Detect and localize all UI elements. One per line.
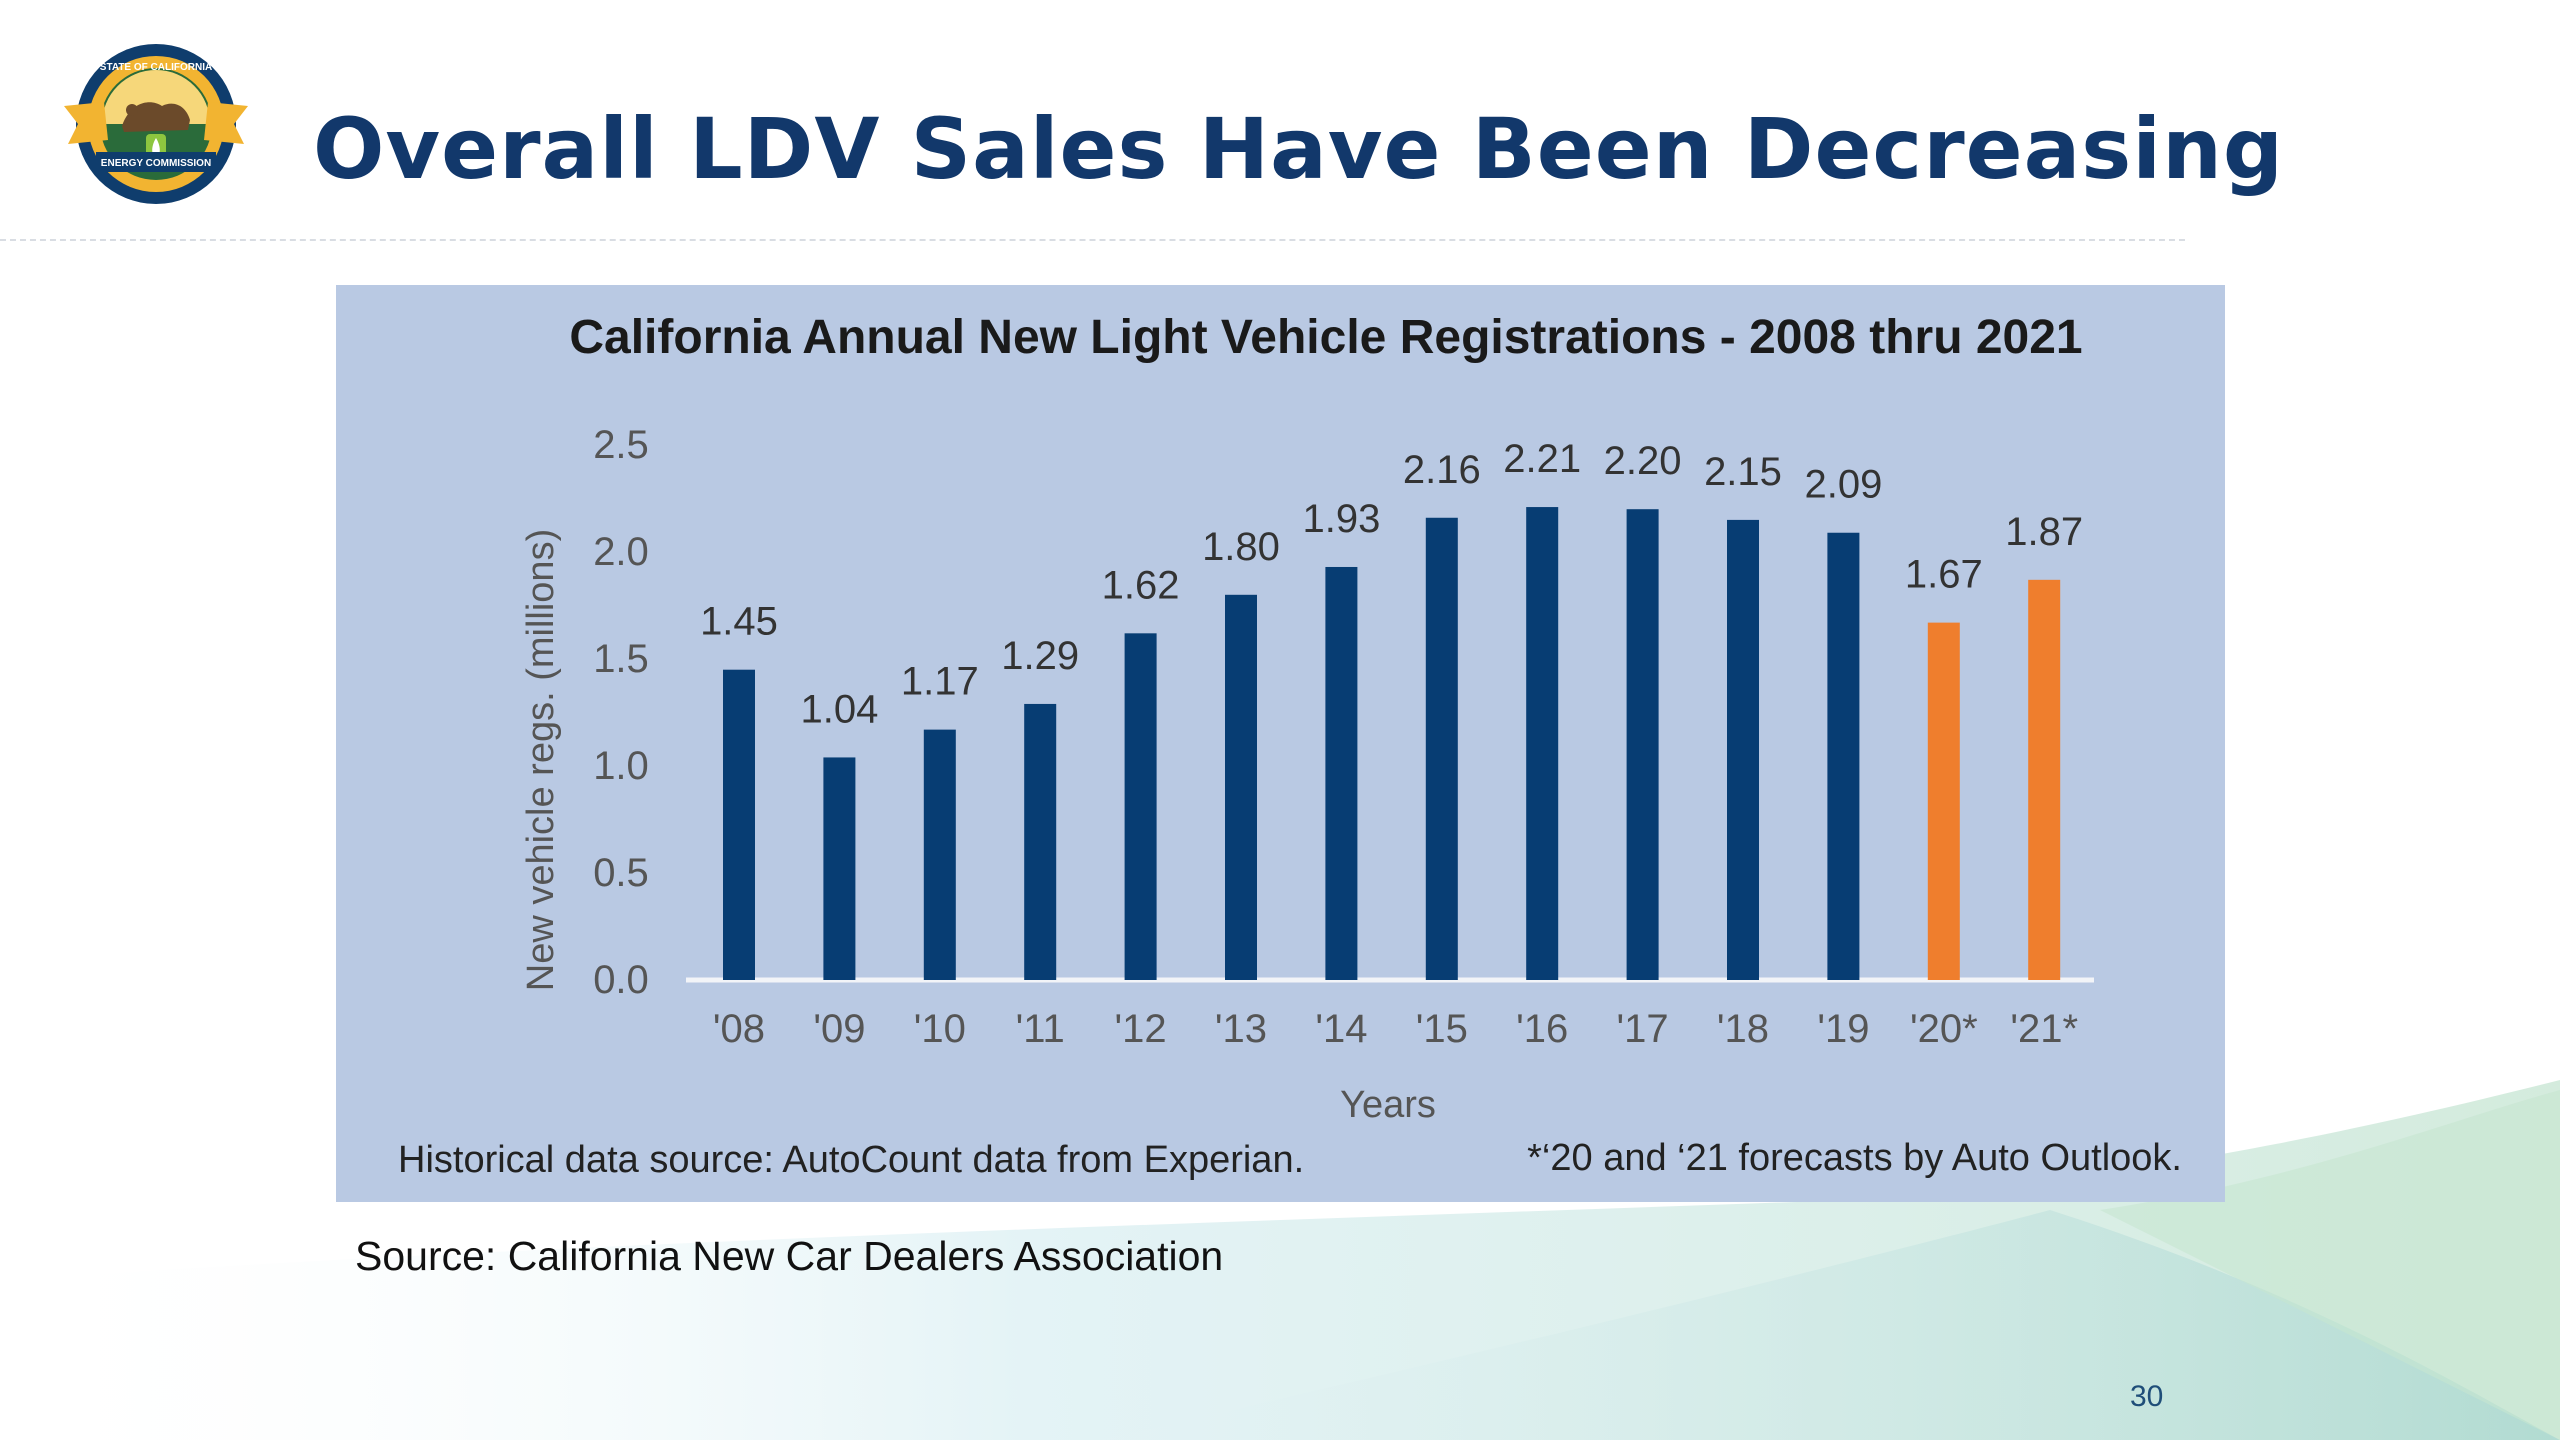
y-tick-label: 0.0 [593,958,649,1002]
seal-top-text: STATE OF CALIFORNIA [100,62,212,73]
x-tick-label: '12 [1115,1007,1167,1051]
bar-chart: California Annual New Light Vehicle Regi… [398,311,2182,1181]
bar-value-label: 1.45 [700,600,778,644]
bar-value-label: 1.17 [901,660,979,704]
y-tick-label: 0.5 [593,851,649,895]
x-tick-label: '14 [1315,1007,1367,1051]
slide-title: Overall LDV Sales Have Been Decreasing [313,100,2285,198]
chart-title: California Annual New Light Vehicle Regi… [569,311,2082,364]
bars [723,507,2061,980]
value-labels: 1.45 1.04 1.17 1.29 1.62 1.80 1.93 2.16 2.21 2.20… [700,437,2083,731]
bar-value-label: 1.62 [1102,563,1180,607]
bar-value-label: 1.93 [1302,497,1380,541]
x-tick-label: '09 [813,1007,865,1051]
background-wave [1100,1210,2560,1440]
bar-value-label: 1.29 [1001,634,1079,678]
bar [1325,566,1358,980]
y-tick-label: 2.0 [593,530,649,574]
title-divider [0,239,2185,241]
energy-commission-logo: STATE OF CALIFORNIA ENERGY COMMISSION [64,44,248,204]
x-tick-label: '17 [1617,1007,1669,1051]
bar [923,729,956,980]
x-tick-label: '13 [1215,1007,1267,1051]
bar [1626,509,1659,980]
bar-value-label: 1.80 [1202,525,1280,569]
bar [823,757,856,980]
california-energy-commission-seal-icon [64,44,248,204]
bar [1024,703,1057,980]
bar [1425,517,1458,980]
y-tick-label: 1.0 [593,744,649,788]
bar-value-label: 1.04 [800,687,878,731]
x-tick-label: '16 [1516,1007,1568,1051]
bar-value-label: 2.20 [1604,439,1682,483]
x-tick-label: '08 [713,1007,765,1051]
bar [1827,532,1860,980]
seal-banner-text: ENERGY COMMISSION [101,158,211,169]
bar-value-label: 2.09 [1804,463,1882,507]
bar [1124,633,1157,980]
x-tick-label: '10 [914,1007,966,1051]
x-tick-label: '15 [1416,1007,1468,1051]
bar [1727,519,1759,980]
y-tick-label: 1.5 [593,637,649,681]
source-note: Source: California New Car Dealers Assoc… [355,1233,1224,1279]
bar-value-label: 1.67 [1905,553,1983,597]
x-tick-label: '21* [2010,1007,2078,1051]
bar [1526,507,1559,980]
y-tick-label: 2.5 [593,423,649,467]
bar-value-label: 2.16 [1403,448,1481,492]
bar-value-label: 2.15 [1704,450,1782,494]
chart-panel: California Annual New Light Vehicle Regi… [336,285,2225,1202]
bar [1225,594,1257,980]
x-tick-label: '18 [1717,1007,1769,1051]
x-axis-ticks: '08 '09 '10 '11 '12 '13 '14 '15 '16 '17 '18 '19 '20*… [713,1007,2078,1051]
y-axis-label: New vehicle regs. (millions) [520,529,562,991]
bar [723,669,755,980]
bar [2028,579,2061,980]
bar [1927,622,1960,980]
bar-value-label: 1.87 [2005,510,2083,554]
x-axis-label: Years [1340,1084,1436,1126]
y-axis-ticks: 0.0 0.5 1.0 1.5 2.0 2.5 [593,423,649,1002]
footnote-left: Historical data source: AutoCount data f… [398,1139,1304,1181]
x-tick-label: '20* [1910,1007,1978,1051]
background-wave [2100,1090,2560,1440]
x-tick-label: '11 [1016,1007,1065,1051]
page-number: 30 [2130,1380,2164,1413]
bar-value-label: 2.21 [1503,437,1581,481]
x-tick-label: '19 [1817,1007,1869,1051]
footnote-right: *‘20 and ‘21 forecasts by Auto Outlook. [1527,1137,2182,1179]
